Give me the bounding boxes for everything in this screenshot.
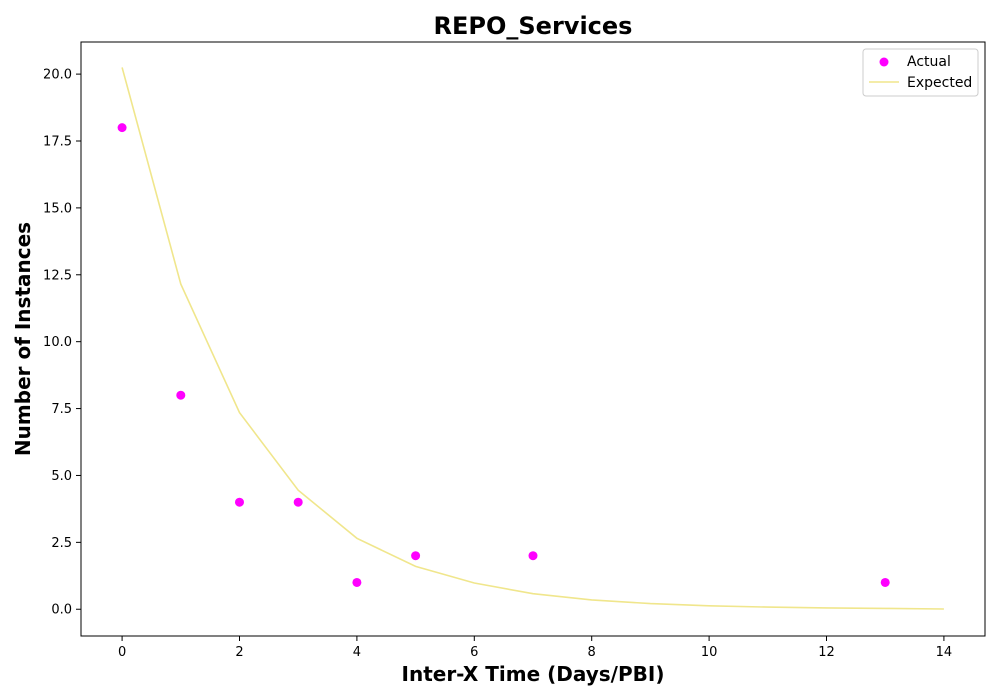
y-tick-label: 2.5 [51, 536, 72, 551]
actual-data-point [293, 497, 303, 507]
actual-data-point [234, 497, 244, 507]
actual-data-point [117, 123, 127, 133]
actual-data-point [352, 577, 362, 587]
legend-box [862, 48, 979, 97]
plot-frame [80, 41, 986, 637]
x-tick-label: 2 [235, 645, 243, 660]
y-tick-label: 17.5 [43, 135, 72, 150]
x-tick-label: 0 [118, 645, 126, 660]
y-tick-label: 15.0 [43, 201, 72, 216]
y-axis-label: Number of Instances [11, 222, 35, 456]
x-axis-label: Inter-X Time (Days/PBI) [402, 662, 665, 686]
y-tick-label: 7.5 [51, 402, 72, 417]
axis-ticks: 0 2 4 6 8 10 12 14 0.0 2.5 5.0 7.5 10.0 12.5 15.0 17.5 2… [43, 68, 952, 660]
y-tick-label: 5.0 [51, 469, 72, 484]
y-tick-label: 12.5 [43, 268, 72, 283]
legend-expected-label: Expected [907, 75, 972, 91]
x-tick-label: 8 [588, 645, 596, 660]
y-tick-label: 10.0 [43, 335, 72, 350]
y-tick-label: 20.0 [43, 68, 72, 83]
chart-title: REPO_Services [434, 12, 633, 40]
actual-data-point [880, 577, 890, 587]
expected-series-line [121, 67, 944, 610]
actual-data-point [528, 551, 538, 561]
x-tick-label: 14 [936, 645, 953, 660]
series-layer [117, 67, 944, 610]
legend: Actual Expected [862, 48, 979, 97]
legend-actual-label: Actual [907, 54, 951, 70]
y-tick-label: 0.0 [51, 603, 72, 618]
actual-data-point [176, 390, 186, 400]
legend-actual-marker [879, 57, 889, 67]
x-tick-label: 10 [701, 645, 718, 660]
actual-data-point [411, 551, 421, 561]
x-tick-label: 4 [353, 645, 361, 660]
x-tick-label: 6 [470, 645, 478, 660]
x-tick-label: 12 [818, 645, 835, 660]
